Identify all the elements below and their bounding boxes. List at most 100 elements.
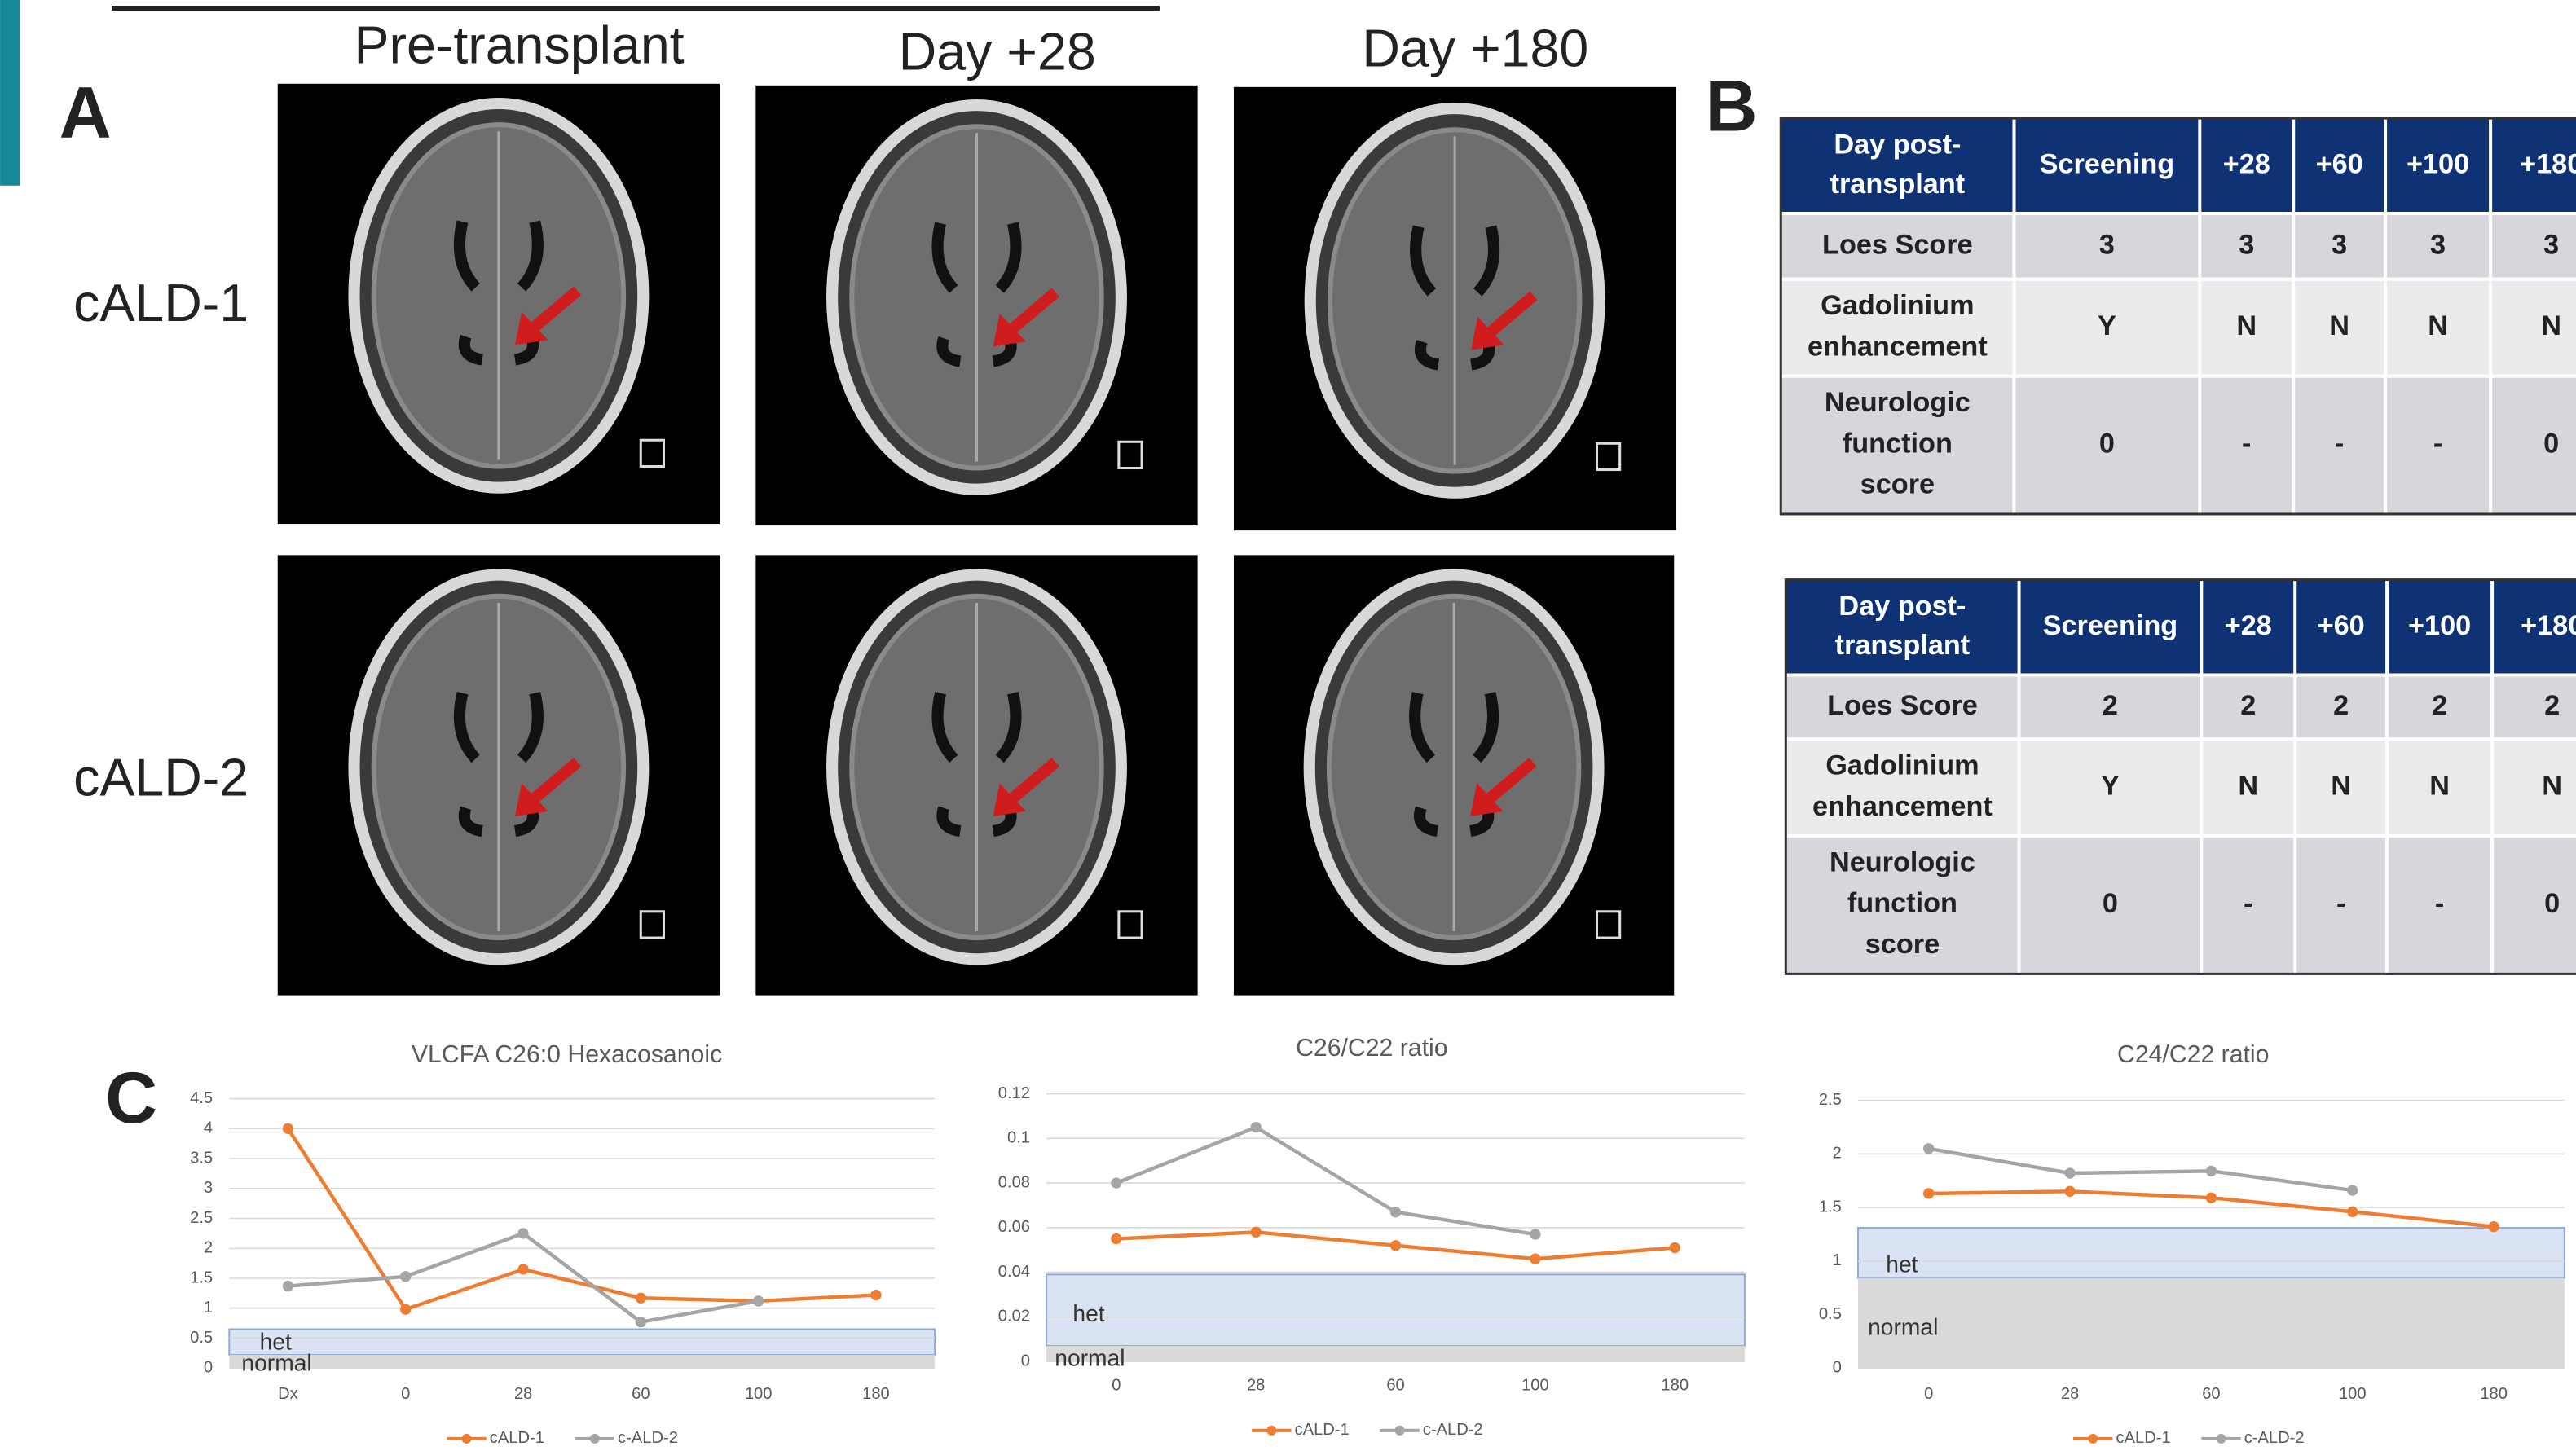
x-tick-label: 60: [2202, 1385, 2220, 1403]
data-point: [517, 1264, 528, 1274]
y-tick-label: 0.12: [998, 1084, 1030, 1102]
data-point: [1251, 1227, 1262, 1238]
chart-title: C24/C22 ratio: [2117, 1041, 2269, 1068]
table-cell-line: function: [1847, 888, 1957, 919]
figure: A B C Pre-transplantDay +28Day +180cALD-…: [0, 0, 2576, 1451]
reference-band: [1858, 1228, 2565, 1278]
data-point: [636, 1317, 646, 1327]
y-tick-label: 0: [204, 1359, 213, 1377]
y-tick-label: 2.5: [1819, 1091, 1842, 1109]
table-cell-line: enhancement: [1808, 331, 1988, 362]
mri-image: [755, 86, 1197, 525]
x-tick-label: 100: [745, 1385, 773, 1403]
y-tick-label: 3: [204, 1179, 213, 1197]
legend-marker: [1395, 1426, 1405, 1436]
table-cell: 0: [2103, 888, 2118, 919]
table-cell: N: [2329, 310, 2349, 341]
chart-title: VLCFA C26:0 Hexacosanoic: [412, 1041, 722, 1068]
data-point: [870, 1290, 881, 1300]
legend-label: cALD-1: [490, 1429, 544, 1447]
y-tick-label: 2: [204, 1239, 213, 1257]
column-header: Day +28: [899, 23, 1096, 81]
legend-label: c-ALD-2: [1423, 1421, 1483, 1439]
x-tick-label: 0: [1924, 1385, 1933, 1403]
row-label: cALD-2: [73, 749, 249, 807]
data-point: [753, 1295, 764, 1306]
table-cell: Loes Score: [1827, 690, 1978, 721]
legend-marker: [462, 1434, 472, 1444]
x-tick-label: Dx: [278, 1385, 298, 1403]
table-cell: 2: [2544, 690, 2560, 721]
x-tick-label: 100: [2339, 1385, 2367, 1403]
y-tick-label: 0: [1833, 1359, 1842, 1377]
y-tick-label: 1: [204, 1299, 213, 1317]
reference-band: [229, 1329, 935, 1355]
legend-marker: [2088, 1434, 2098, 1444]
band-label: normal: [1868, 1313, 1938, 1339]
reference-band: [1046, 1346, 1745, 1361]
legend-marker: [1266, 1426, 1276, 1436]
table-cell: -: [2335, 428, 2344, 459]
data-point: [1530, 1229, 1540, 1239]
table: Day post-transplantScreening+28+60+100+1…: [1781, 118, 2576, 514]
data-point: [400, 1304, 411, 1315]
table-cell: -: [2244, 888, 2252, 919]
table-header-cell: +100: [2408, 610, 2471, 641]
data-point: [1670, 1242, 1680, 1253]
table-cell: N: [2429, 771, 2450, 802]
x-tick-label: 180: [1661, 1377, 1689, 1395]
x-tick-label: 180: [862, 1385, 890, 1403]
table-header-cell: +60: [2316, 149, 2363, 180]
band-label: normal: [1055, 1345, 1125, 1371]
y-tick-label: 2.5: [190, 1209, 213, 1227]
data-point: [2488, 1221, 2499, 1232]
x-tick-label: 28: [2061, 1385, 2079, 1403]
mri-image: [755, 555, 1197, 995]
table-cell: N: [2541, 310, 2561, 341]
data-point: [2064, 1167, 2075, 1178]
data-point: [1111, 1177, 1121, 1188]
mri-grid: Pre-transplantDay +28Day +180cALD-1cALD-…: [73, 16, 1676, 996]
table-header-cell: +28: [2225, 610, 2272, 641]
table-cell: 0: [2543, 428, 2559, 459]
table-cell-line: Gadolinium: [1821, 290, 1974, 321]
data-point: [1923, 1143, 1934, 1154]
legend-label: c-ALD-2: [618, 1429, 678, 1447]
mri-image: [1234, 555, 1674, 995]
band-label: het: [1886, 1251, 1918, 1277]
table-cell: N: [2428, 310, 2448, 341]
y-tick-label: 0.08: [998, 1173, 1030, 1191]
table-cell: Y: [2098, 310, 2116, 341]
table-cell: -: [2435, 888, 2444, 919]
column-header: Day +180: [1362, 20, 1588, 78]
y-tick-label: 0.06: [998, 1218, 1030, 1236]
mri-image: [1234, 87, 1676, 530]
table-cell-line: Gadolinium: [1825, 750, 1979, 780]
y-tick-label: 2: [1833, 1145, 1842, 1163]
reference-band: [1858, 1278, 2565, 1368]
legend-marker: [2216, 1434, 2226, 1444]
table-cell: 3: [2543, 229, 2559, 260]
x-tick-label: 180: [2480, 1385, 2508, 1403]
data-point: [1530, 1254, 1540, 1264]
table-cell: 3: [2099, 229, 2115, 260]
accent-bar: [0, 0, 20, 186]
y-tick-label: 0.5: [190, 1329, 213, 1347]
table-header-cell: +180: [2520, 149, 2576, 180]
reference-band: [229, 1355, 935, 1368]
panel-label: B: [1706, 65, 1758, 146]
table-header-cell: +100: [2406, 149, 2469, 180]
table-header-cell: +180: [2521, 610, 2576, 641]
table-cell: 2: [2432, 690, 2447, 721]
table-cell: N: [2236, 310, 2257, 341]
table-header-cell-line: Day post-: [1834, 129, 1961, 160]
x-tick-label: 60: [632, 1385, 650, 1403]
table-cell: 0: [2544, 888, 2560, 919]
table-header-cell: Screening: [2043, 610, 2178, 641]
table-cell: 2: [2103, 690, 2118, 721]
panel-label: C: [105, 1057, 157, 1138]
table-cell: -: [2336, 888, 2345, 919]
data-point: [2064, 1186, 2075, 1197]
table-cell-line: enhancement: [1812, 791, 1993, 822]
table-cell: 3: [2239, 229, 2254, 260]
